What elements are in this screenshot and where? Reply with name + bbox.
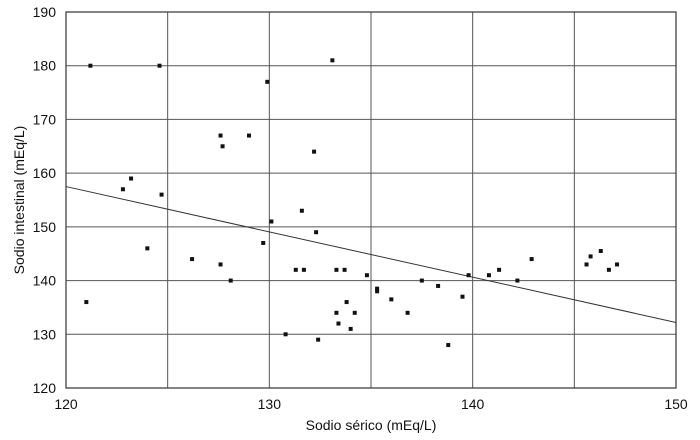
y-tick-label: 140: [33, 273, 57, 289]
data-point: [375, 289, 380, 294]
data-point: [515, 278, 520, 283]
trend-line: [65, 186, 677, 323]
data-point: [389, 297, 394, 302]
data-point: [486, 273, 491, 278]
data-point: [364, 273, 369, 278]
data-point: [334, 267, 339, 272]
y-tick-label: 150: [33, 219, 57, 235]
data-point: [336, 321, 341, 326]
y-tick-label: 160: [33, 165, 57, 181]
data-point: [497, 267, 502, 272]
data-point: [419, 278, 424, 283]
data-point: [293, 267, 298, 272]
y-tick-label: 170: [33, 111, 57, 127]
data-point: [157, 63, 162, 68]
data-point: [283, 332, 288, 337]
data-point: [190, 257, 195, 262]
x-tick-labels: 120 130 140 150: [54, 396, 688, 412]
data-point: [348, 326, 353, 331]
data-point: [129, 176, 134, 181]
data-point: [159, 192, 164, 197]
data-point: [466, 273, 471, 278]
data-point: [330, 58, 335, 63]
data-point: [615, 262, 620, 267]
data-point: [588, 254, 593, 259]
x-tick-label: 130: [258, 396, 282, 412]
data-point: [218, 133, 223, 138]
data-point: [265, 79, 270, 84]
data-point: [88, 63, 93, 68]
data-point: [299, 208, 304, 213]
data-point: [352, 310, 357, 315]
data-point: [261, 240, 266, 245]
grid-lines: [66, 12, 676, 388]
data-point: [598, 249, 603, 254]
data-point: [120, 187, 125, 192]
data-point: [436, 283, 441, 288]
data-point: [316, 337, 321, 342]
data-point: [584, 262, 589, 267]
data-point: [314, 230, 319, 235]
x-tick-label: 150: [664, 396, 688, 412]
plot-frame: [65, 11, 677, 389]
y-tick-label: 130: [33, 326, 57, 342]
data-point: [220, 144, 225, 149]
y-axis-label: Sodio intestinal (mEq/L): [11, 126, 27, 275]
data-point: [218, 262, 223, 267]
y-tick-label: 120: [33, 380, 57, 396]
data-point: [84, 300, 89, 305]
data-point: [342, 267, 347, 272]
data-point: [228, 278, 233, 283]
data-point: [375, 286, 380, 291]
data-point: [529, 257, 534, 262]
data-point: [312, 149, 317, 154]
data-point: [247, 133, 251, 138]
data-point: [301, 267, 306, 272]
data-point: [344, 300, 349, 305]
data-point: [446, 343, 451, 348]
x-axis-label: Sodio sérico (mEq/L): [306, 417, 437, 433]
data-point: [606, 267, 611, 272]
data-point: [460, 294, 465, 299]
data-point: [405, 310, 410, 315]
y-tick-label: 190: [33, 4, 57, 20]
data-point: [145, 246, 150, 251]
data-point: [334, 310, 339, 315]
x-tick-label: 140: [461, 396, 485, 412]
data-points: [84, 58, 620, 348]
x-tick-label: 120: [54, 396, 78, 412]
data-point: [269, 219, 274, 224]
y-tick-labels: 120 130 140 150 160 170 180 190: [33, 4, 57, 396]
y-tick-label: 180: [33, 58, 57, 74]
